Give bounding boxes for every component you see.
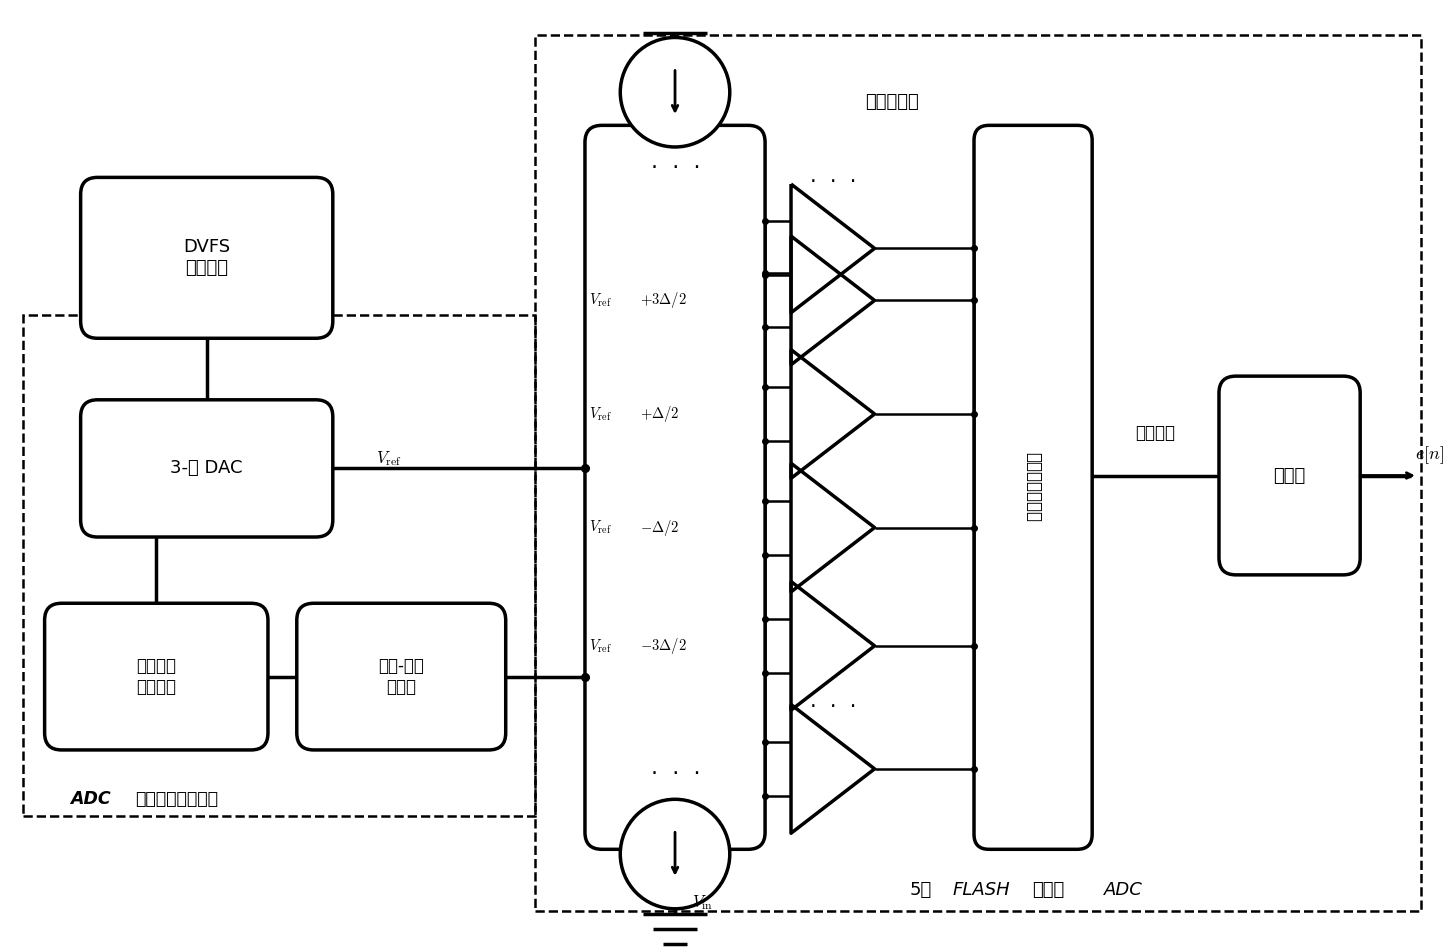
Text: $V_{\rm ref}$: $V_{\rm ref}$ [589, 637, 613, 654]
Text: 编码器: 编码器 [1273, 467, 1306, 484]
FancyBboxPatch shape [81, 178, 333, 339]
Text: $-3\Delta/2$: $-3\Delta/2$ [640, 636, 686, 656]
Text: $e[n]$: $e[n]$ [1415, 444, 1444, 466]
Circle shape [620, 37, 730, 147]
FancyBboxPatch shape [81, 399, 333, 537]
FancyBboxPatch shape [1219, 377, 1360, 574]
Bar [534, 35, 1420, 911]
Text: $V_{\rm ref}$: $V_{\rm ref}$ [589, 292, 613, 309]
Text: ADC: ADC [1103, 881, 1142, 899]
Text: ·  ·  ·: · · · [652, 158, 701, 178]
Text: 3-位 DAC: 3-位 DAC [171, 459, 243, 477]
Text: 参考电压产生电路: 参考电压产生电路 [136, 790, 219, 808]
Text: 带隙基准
参考电压: 带隙基准 参考电压 [136, 657, 177, 696]
Text: DVFS
控制策略: DVFS 控制策略 [182, 239, 230, 278]
Text: 动态比较器: 动态比较器 [864, 92, 919, 110]
Text: 型窗口: 型窗口 [1031, 881, 1064, 899]
Circle shape [620, 799, 730, 909]
FancyBboxPatch shape [975, 126, 1092, 849]
Bar [23, 315, 534, 816]
Text: $V_{\rm in}$: $V_{\rm in}$ [692, 893, 714, 912]
Text: $-\Delta/2$: $-\Delta/2$ [640, 517, 679, 537]
Text: $V_{\rm ref}$: $V_{\rm ref}$ [589, 405, 613, 423]
FancyBboxPatch shape [297, 603, 505, 750]
FancyBboxPatch shape [585, 126, 765, 849]
Text: $+3\Delta/2$: $+3\Delta/2$ [640, 290, 686, 310]
FancyBboxPatch shape [45, 603, 268, 750]
Text: ·  ·  ·: · · · [652, 764, 701, 784]
Text: 温度计码: 温度计码 [1135, 424, 1176, 442]
Text: ADC: ADC [71, 790, 111, 808]
Text: $V_{\rm ref}$: $V_{\rm ref}$ [589, 519, 613, 536]
Text: 5位: 5位 [909, 881, 931, 899]
Text: $V_{\rm ref}$: $V_{\rm ref}$ [376, 449, 401, 468]
Text: ·  ·  ·: · · · [809, 172, 856, 192]
Text: 动态逻辑锁存器: 动态逻辑锁存器 [1024, 453, 1043, 522]
Text: $+\Delta/2$: $+\Delta/2$ [640, 404, 679, 424]
Text: FLASH: FLASH [953, 881, 1011, 899]
Text: ·  ·  ·: · · · [809, 697, 856, 717]
Text: 电压-电流
转换器: 电压-电流 转换器 [378, 657, 424, 696]
